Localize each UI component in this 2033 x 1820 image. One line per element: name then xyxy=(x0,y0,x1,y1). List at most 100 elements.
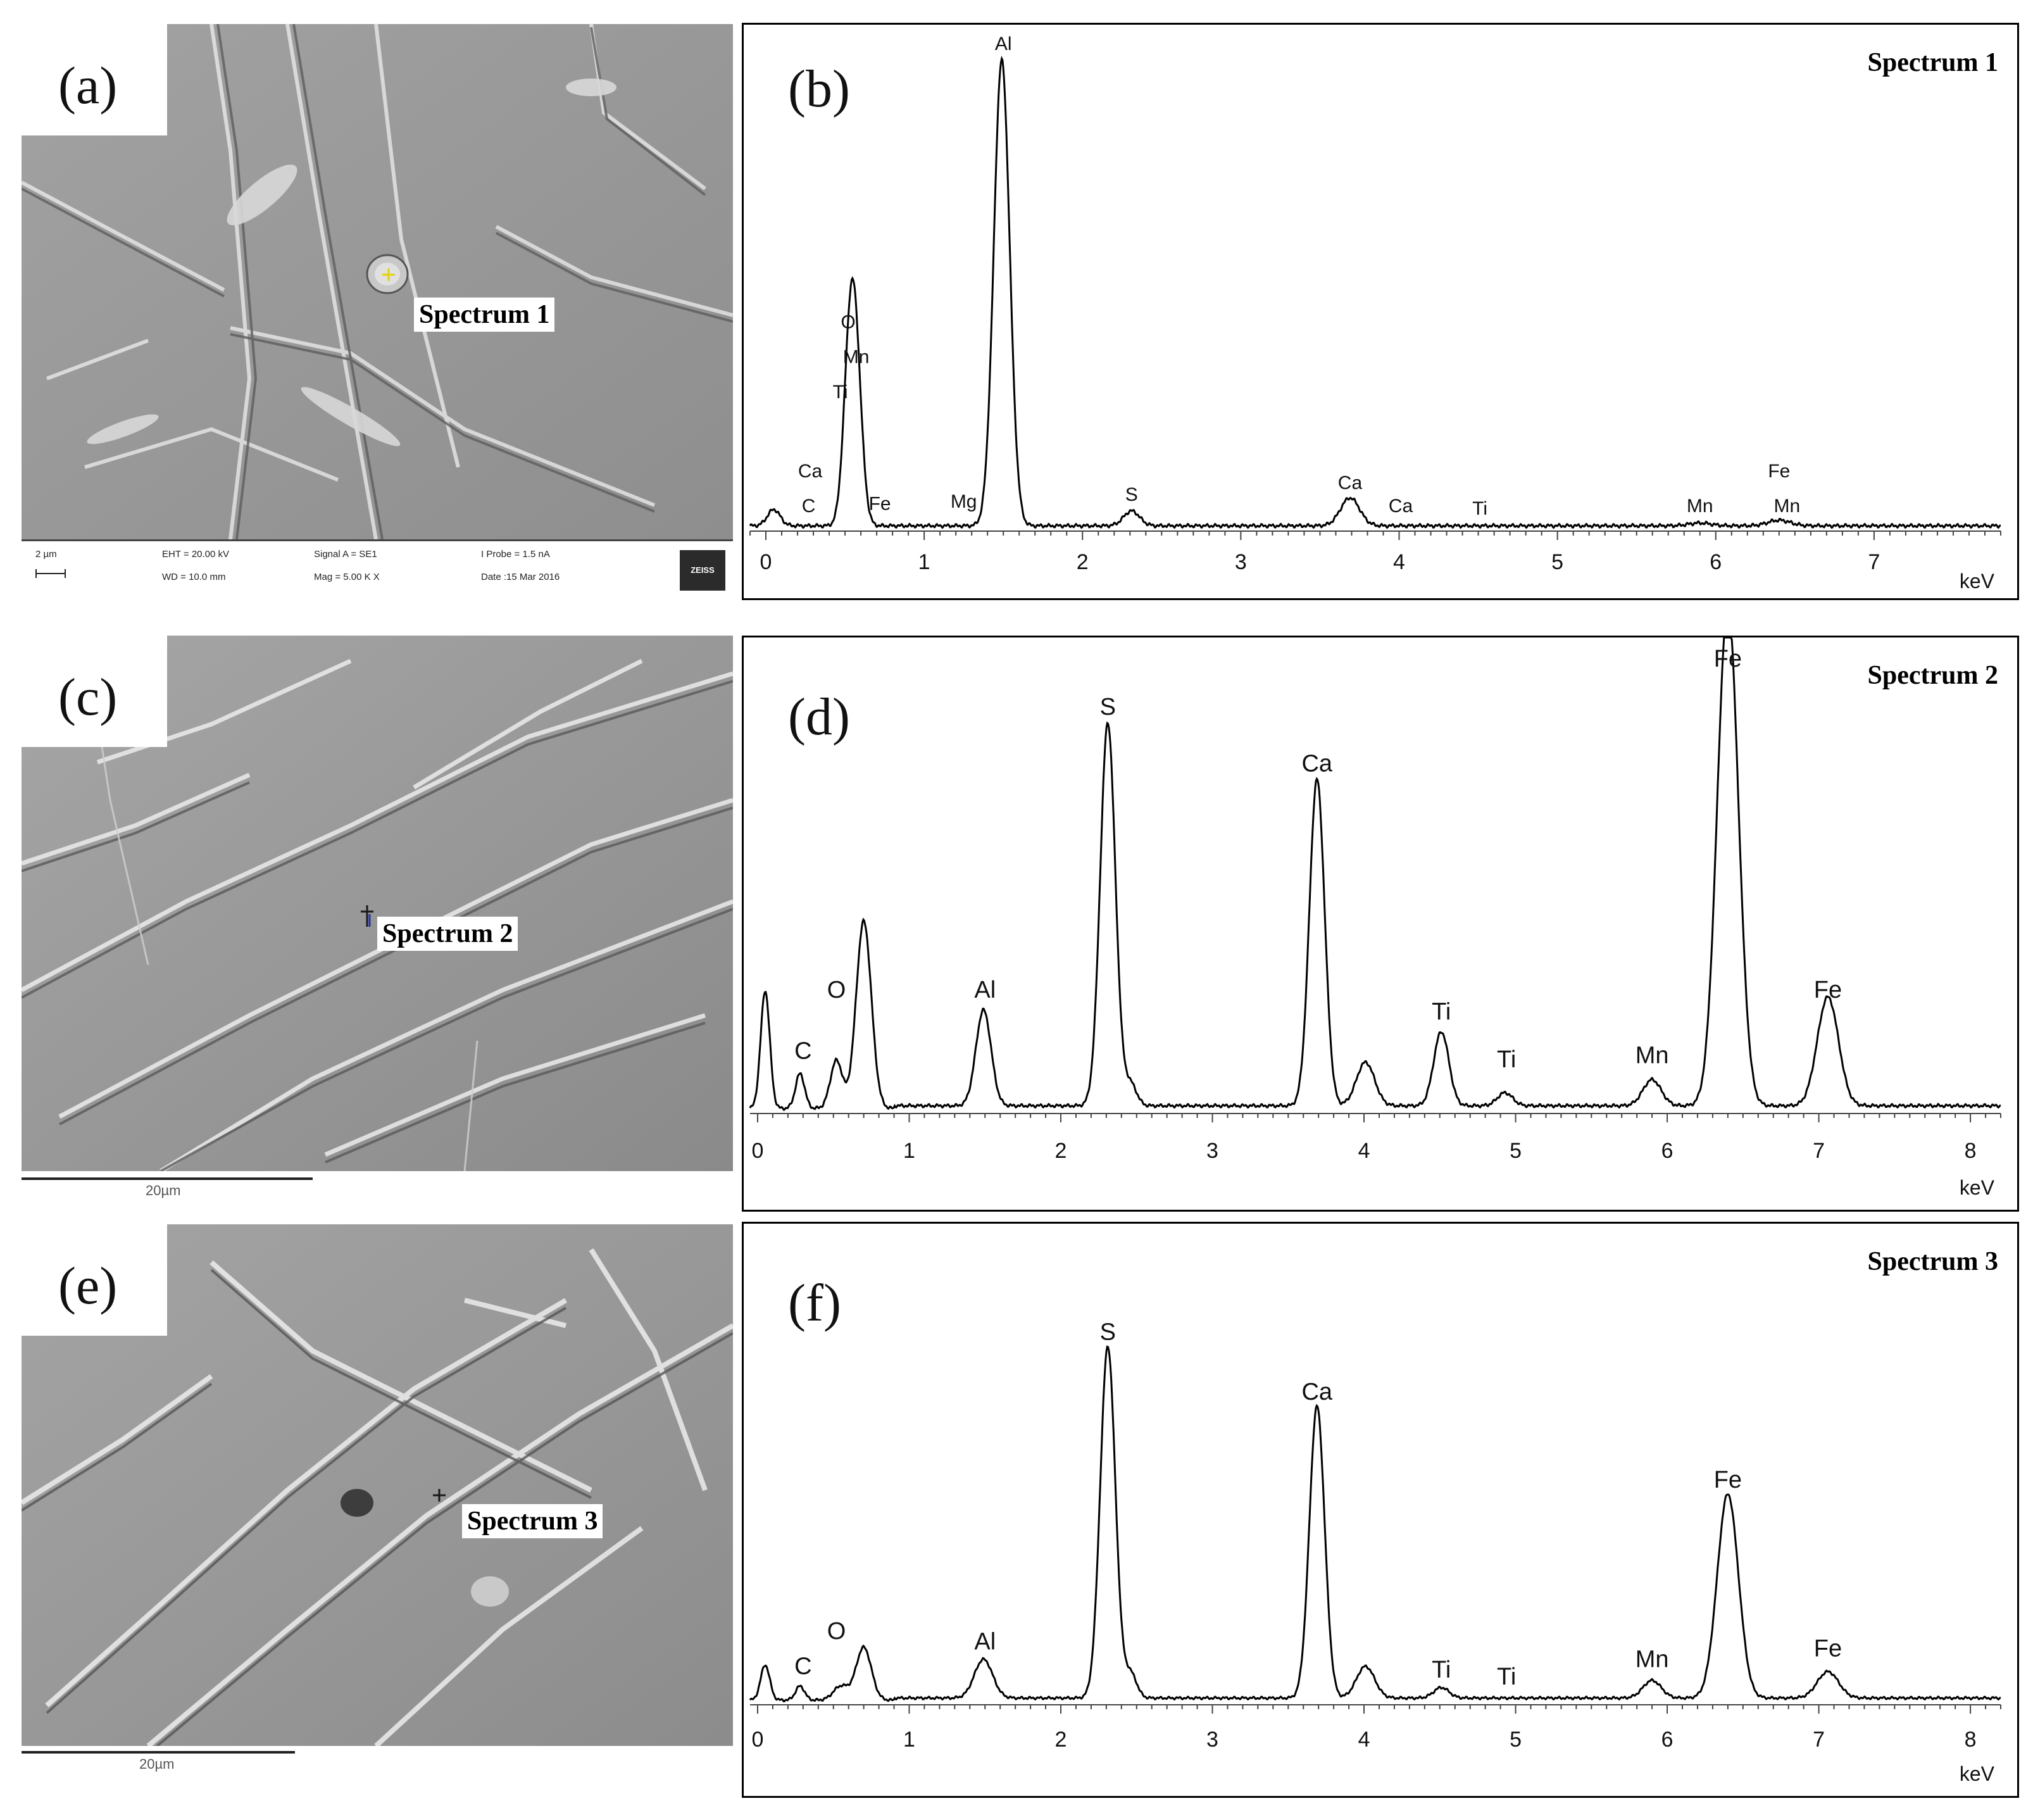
x-tick-label: 1 xyxy=(903,1139,915,1163)
info-wd: WD = 10.0 mm xyxy=(162,572,226,582)
eds-chart-d: 0 1 2 3 4 5 6 7 8 keV Fe S Ca Al O C Ti Ti Mn Fe (d) Spectr… xyxy=(742,636,2019,1212)
panel-letter-b: (b) xyxy=(788,60,850,118)
x-tick-label: 4 xyxy=(1358,1139,1370,1163)
x-tick-label: 1 xyxy=(918,550,930,574)
element-peak-label: Mn xyxy=(1687,496,1713,517)
element-peak-label: C xyxy=(794,1654,811,1680)
x-axis-label: keV xyxy=(1960,1762,1995,1785)
element-peak-label: C xyxy=(794,1038,811,1064)
spectrum-trace xyxy=(749,1345,2001,1703)
element-peak-label: Al xyxy=(974,977,996,1003)
element-peak-label: Ti xyxy=(833,382,848,403)
element-peak-label: S xyxy=(1125,484,1138,505)
scale-label-c: 20µm xyxy=(146,1183,181,1198)
spectrum-label-1: Spectrum 1 xyxy=(414,298,555,332)
x-axis-label: keV xyxy=(1960,1176,1995,1199)
x-tick-label: 3 xyxy=(1235,550,1247,574)
x-tick-label: 6 xyxy=(1661,1728,1673,1752)
element-peak-label: Ti xyxy=(1497,1664,1516,1690)
element-peak-label: Fe xyxy=(1814,977,1842,1003)
x-tick-label: 4 xyxy=(1393,550,1405,574)
x-tick-label: 2 xyxy=(1055,1139,1067,1163)
x-tick-label: 5 xyxy=(1551,550,1563,574)
info-date: Date :15 Mar 2016 xyxy=(481,572,560,582)
x-tick-label: 0 xyxy=(760,550,772,574)
element-peak-label: S xyxy=(1100,1319,1116,1345)
x-tick-label: 6 xyxy=(1710,550,1722,574)
element-peak-label: Ca xyxy=(1301,750,1332,777)
x-tick-label: 7 xyxy=(1813,1139,1825,1163)
info-scale: 2 µm xyxy=(35,549,57,560)
element-peak-label: Ti xyxy=(1472,498,1487,519)
panel-letter-c: (c) xyxy=(58,668,118,727)
element-peak-label: Ca xyxy=(798,461,823,482)
element-peak-label: O xyxy=(827,977,846,1003)
scale-bar-e: 20µm xyxy=(22,1751,295,1789)
element-peak-label: Fe xyxy=(869,494,891,515)
element-peak-label: C xyxy=(802,496,816,517)
spectrum-2-title: Spectrum 2 xyxy=(1867,661,1998,690)
eds-spectrum-3-svg: 0 1 2 3 4 5 6 7 8 keV S Ca Fe Al OC Ti Ti Mn Fe xyxy=(749,1319,2001,1785)
element-peak-label: O xyxy=(827,1618,846,1645)
element-peak-label: Ca xyxy=(1389,496,1413,517)
element-peak-label: Mg xyxy=(951,491,977,512)
sem-image-a: (a) Spectrum 1 xyxy=(22,24,733,539)
sem-image-c: (c) Spectrum 2 xyxy=(22,636,733,1171)
x-tick-label: 8 xyxy=(1965,1139,1977,1163)
element-peak-label: Mn xyxy=(1773,496,1800,517)
letter-background-a xyxy=(22,24,167,135)
panel-letter-d: (d) xyxy=(788,687,850,746)
info-probe: I Probe = 1.5 nA xyxy=(481,549,550,560)
panel-letter-a: (a) xyxy=(58,56,118,115)
info-scale-bar-line xyxy=(35,573,65,574)
x-tick-label: 0 xyxy=(752,1139,764,1163)
element-peak-label: Ti xyxy=(1432,999,1451,1026)
x-tick-label: 7 xyxy=(1813,1728,1825,1752)
x-tick-label: 6 xyxy=(1661,1139,1673,1163)
sem-info-bar: 2 µm EHT = 20.00 kV WD = 10.0 mm Signal … xyxy=(22,539,733,599)
element-peak-label: Fe xyxy=(1814,1636,1842,1662)
x-tick-label: 4 xyxy=(1358,1728,1370,1752)
spectrum-3-title: Spectrum 3 xyxy=(1867,1247,1998,1276)
info-eht: EHT = 20.00 kV xyxy=(162,549,230,560)
letter-background-e xyxy=(22,1224,167,1336)
letter-background-c xyxy=(22,636,167,747)
eds-spectrum-2-svg: 0 1 2 3 4 5 6 7 8 keV Fe S Ca Al O C Ti Ti Mn Fe xyxy=(749,637,2001,1199)
info-mag: Mag = 5.00 K X xyxy=(314,572,380,582)
spectrum-trace xyxy=(749,637,2001,1111)
element-peak-label: Fe xyxy=(1714,646,1742,672)
element-peak-label: Fe xyxy=(1714,1467,1742,1493)
spectrum-2-marker xyxy=(361,905,373,927)
eds-chart-f: 0 1 2 3 4 5 6 7 8 keV S Ca Fe Al O C Ti Ti Mn Fe (f) Spectr… xyxy=(742,1222,2019,1798)
spectrum-trace xyxy=(749,55,2001,529)
element-peak-label: Al xyxy=(974,1629,996,1655)
zeiss-logo: ZEISS xyxy=(680,550,725,591)
eds-spectrum-1-svg: 0 1 2 3 4 5 6 7 keV Al O Mn Ti Ca C Fe Mg S Ca Ca Ti Mn Fe Mn xyxy=(749,34,2001,593)
eds-chart-b: 0 1 2 3 4 5 6 7 keV Al O Mn Ti Ca C Fe Mg S Ca Ca Ti Mn Fe Mn (… xyxy=(742,23,2019,600)
scale-bar-c: 20µm xyxy=(22,1177,313,1215)
panel-letter-f: (f) xyxy=(788,1274,841,1333)
spectrum-1-marker xyxy=(382,268,395,281)
x-tick-label: 5 xyxy=(1510,1728,1522,1752)
x-tick-label: 7 xyxy=(1868,550,1880,574)
element-peak-label: S xyxy=(1100,694,1116,720)
info-signal: Signal A = SE1 xyxy=(314,549,377,560)
spectrum-3-marker xyxy=(433,1489,446,1502)
element-peak-label: Ti xyxy=(1432,1657,1451,1683)
x-tick-label: 0 xyxy=(752,1728,764,1752)
element-peak-label: O xyxy=(841,312,855,333)
x-tick-label: 2 xyxy=(1055,1728,1067,1752)
element-peak-label: Mn xyxy=(1636,1646,1669,1673)
panel-letter-e: (e) xyxy=(58,1257,118,1315)
spectrum-1-title: Spectrum 1 xyxy=(1867,48,1998,77)
x-tick-label: 3 xyxy=(1206,1139,1218,1163)
x-tick-label: 5 xyxy=(1510,1139,1522,1163)
x-tick-label: 1 xyxy=(903,1728,915,1752)
element-peak-label: Ti xyxy=(1497,1046,1516,1073)
element-peak-label: Ca xyxy=(1301,1379,1332,1405)
x-tick-label: 3 xyxy=(1206,1728,1218,1752)
x-tick-label: 2 xyxy=(1077,550,1089,574)
element-peak-label: Fe xyxy=(1768,461,1790,482)
element-peak-label: Al xyxy=(995,34,1012,54)
sem-image-e: (e) Spectrum 3 xyxy=(22,1224,733,1746)
